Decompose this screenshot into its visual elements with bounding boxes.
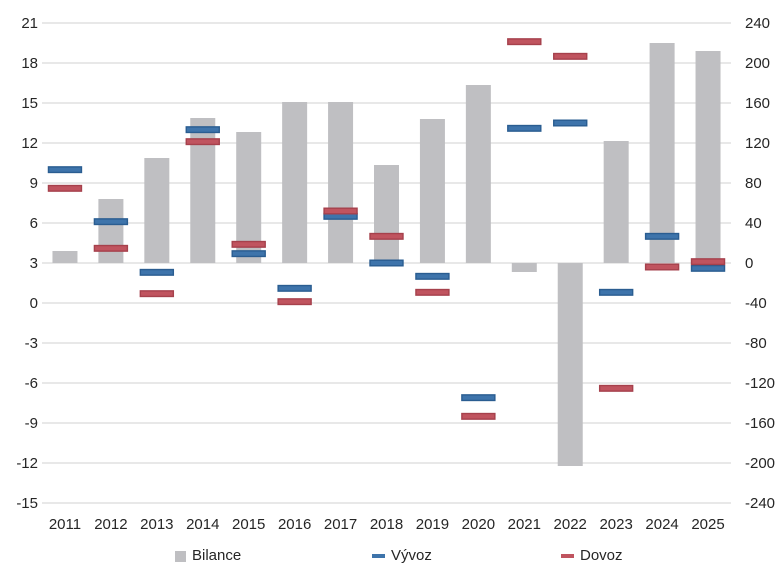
combo-chart: 21 18 15 12 9 6 3 0 -3 -6 -9 -12 -15 240 200 160 120 80 40… <box>16 15 775 533</box>
vyvoz-dash-2020 <box>461 394 496 402</box>
vyvoz-dash-2024 <box>644 232 680 240</box>
bar-bilance-2018 <box>374 165 399 263</box>
bar-bilance-2023 <box>603 141 629 263</box>
x-axis-tick-label: 2024 <box>645 516 678 533</box>
dovoz-dash-2024 <box>644 263 680 271</box>
bar-bilance-2022 <box>557 263 583 466</box>
dovoz-dash-2025 <box>690 258 726 266</box>
vyvoz-dash-2014 <box>185 126 220 134</box>
dovoz-dash-2012 <box>93 244 129 252</box>
bar-bilance-2011 <box>52 251 78 263</box>
bar-bilance-2021 <box>511 263 537 272</box>
x-axis-tick-label: 2018 <box>370 516 403 533</box>
x-axis-tick-label: 2011 <box>49 516 81 533</box>
left-axis-tick-label: 15 <box>21 95 38 112</box>
vyvoz-dash-2018 <box>369 259 404 267</box>
vyvoz-dash-2013 <box>139 268 175 276</box>
bar-bilance-2024 <box>649 43 675 263</box>
right-axis-tick-label: 80 <box>745 175 762 192</box>
dovoz-dash-2021 <box>507 38 542 46</box>
x-axis-tick-label: 2013 <box>140 516 173 533</box>
right-axis-tick-label: 200 <box>745 55 770 72</box>
vyvoz-dash-2015 <box>231 250 266 258</box>
chart-legend: Bilance Vývoz Dovoz <box>0 546 782 568</box>
bar-bilance-2019 <box>419 119 445 263</box>
x-axis-tick-label: 2012 <box>94 516 127 533</box>
bar-bilance-2012 <box>98 199 124 263</box>
dovoz-dash-2015 <box>231 240 266 248</box>
legend-label-dovoz: Dovoz <box>580 547 623 564</box>
x-axis-tick-label: 2016 <box>278 516 311 533</box>
right-axis-tick-label: 160 <box>745 95 770 112</box>
x-axis-tick-label: 2019 <box>416 516 449 533</box>
legend-item-bilance: Bilance <box>175 546 241 566</box>
right-axis-tick-label: 240 <box>745 15 770 32</box>
left-axis-tick-label: -12 <box>16 455 38 472</box>
left-axis-tick-label: -3 <box>25 335 38 352</box>
right-axis-tick-label: -200 <box>745 455 775 472</box>
bar-bilance-2016 <box>282 102 308 263</box>
legend-marker-vyvoz-dash-icon <box>372 554 385 558</box>
right-axis-tick-label: -40 <box>745 295 767 312</box>
vyvoz-dash-2021 <box>507 124 542 132</box>
left-axis-tick-label: -15 <box>16 495 38 512</box>
vyvoz-dash-2012 <box>93 218 129 226</box>
x-axis-tick-label: 2021 <box>508 516 541 533</box>
right-axis-tick-label: 40 <box>745 215 762 232</box>
dovoz-dash-2016 <box>277 298 312 306</box>
right-axis-tick-label: -240 <box>745 495 775 512</box>
legend-label-vyvoz: Vývoz <box>391 547 432 564</box>
dovoz-dash-2022 <box>553 52 588 60</box>
vyvoz-dash-2019 <box>415 272 450 280</box>
dovoz-dash-2020 <box>461 412 496 420</box>
left-axis-tick-label: 3 <box>30 255 38 272</box>
x-axis-tick-label: 2014 <box>186 516 219 533</box>
dovoz-dash-2017 <box>323 207 358 215</box>
legend-marker-dovoz-dash-icon <box>561 554 574 558</box>
vyvoz-dash-2016 <box>277 284 312 292</box>
left-axis-tick-label: -9 <box>25 415 38 432</box>
legend-item-dovoz: Dovoz <box>561 546 623 566</box>
dovoz-dash-2018 <box>369 232 404 240</box>
dovoz-dash-2011 <box>47 184 83 192</box>
x-axis-tick-label: 2022 <box>554 516 587 533</box>
left-axis-tick-label: -6 <box>25 375 38 392</box>
bar-bilance-2013 <box>144 158 170 263</box>
x-axis-tick-label: 2015 <box>232 516 265 533</box>
right-axis-tick-label: -160 <box>745 415 775 432</box>
vyvoz-dash-2022 <box>553 119 588 127</box>
vyvoz-dash-2023 <box>598 288 634 296</box>
bar-bilance-2017 <box>328 102 354 263</box>
left-axis-tick-label: 9 <box>30 175 38 192</box>
dovoz-dash-2013 <box>139 290 175 298</box>
legend-marker-bilance-square-icon <box>175 550 186 562</box>
right-axis-tick-label: 120 <box>745 135 770 152</box>
left-axis-tick-label: 6 <box>30 215 38 232</box>
x-axis-tick-label: 2017 <box>324 516 357 533</box>
right-axis-tick-label: 0 <box>745 255 753 272</box>
bar-bilance-2025 <box>695 51 721 263</box>
left-axis-tick-label: 0 <box>30 295 38 312</box>
right-axis-tick-label: -120 <box>745 375 775 392</box>
dovoz-dash-2023 <box>598 384 634 392</box>
x-axis-tick-label: 2020 <box>462 516 495 533</box>
left-axis-tick-label: 21 <box>21 15 38 32</box>
legend-label-bilance: Bilance <box>192 547 242 564</box>
vyvoz-dash-2011 <box>47 166 83 174</box>
legend-item-vyvoz: Vývoz <box>372 546 432 566</box>
left-axis-tick-label: 12 <box>21 135 38 152</box>
x-axis-tick-label: 2025 <box>691 516 724 533</box>
right-axis-tick-label: -80 <box>745 335 767 352</box>
dovoz-dash-2019 <box>415 288 450 296</box>
x-axis-tick-label: 2023 <box>599 516 632 533</box>
vyvoz-dash-2025 <box>690 264 726 272</box>
dovoz-dash-2014 <box>185 138 220 146</box>
bar-bilance-2020 <box>465 85 491 263</box>
left-axis-tick-label: 18 <box>21 55 38 72</box>
